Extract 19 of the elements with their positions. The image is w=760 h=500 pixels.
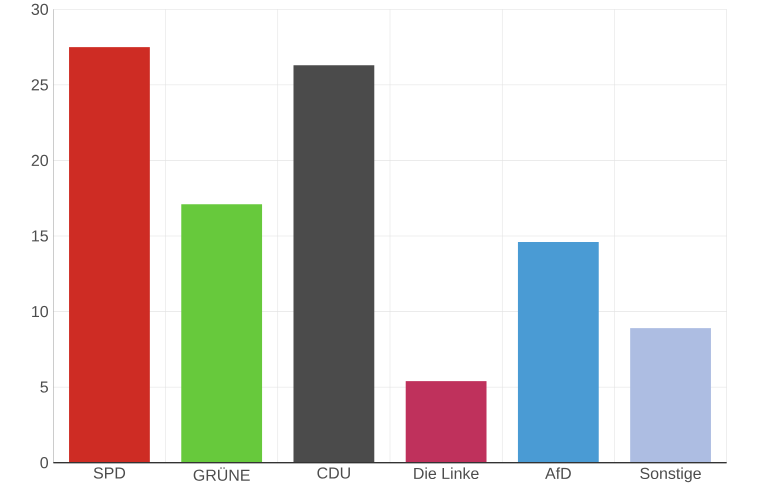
y-tick-label: 5: [40, 382, 48, 393]
y-tick-label: 20: [32, 154, 48, 166]
x-tick-label: SPD: [94, 467, 126, 479]
x-tick-label: GRÜNE: [194, 467, 250, 481]
y-tick-label: 25: [32, 79, 48, 91]
x-tick-label: Die Linke: [414, 467, 479, 480]
x-tick-label: CDU: [317, 467, 350, 479]
bar: [406, 381, 487, 463]
y-tick-label: 15: [32, 230, 48, 242]
bar: [181, 204, 262, 463]
y-tick-label: 10: [32, 306, 48, 318]
x-tick-label: AfD: [545, 467, 571, 479]
bar: [69, 47, 150, 463]
y-tick-label: 0: [40, 457, 48, 468]
bar: [518, 242, 599, 463]
bar: [630, 328, 711, 463]
x-tick-label: Sonstige: [640, 467, 701, 482]
y-tick-label: 30: [32, 4, 48, 15]
bar: [293, 65, 374, 463]
